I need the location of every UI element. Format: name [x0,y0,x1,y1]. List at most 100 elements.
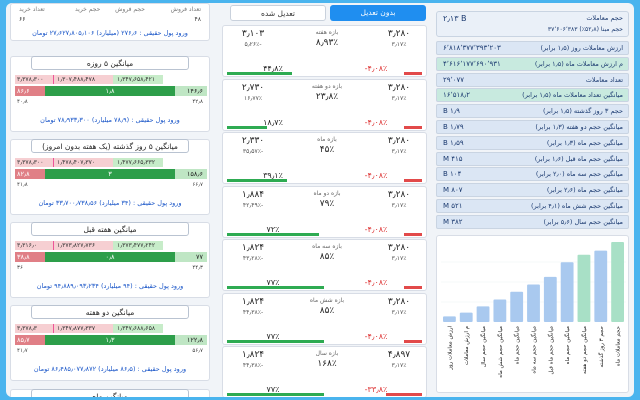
loss-bar [386,393,422,396]
average-card: میانگین ۵ روز گذشته (یک هفته بدون امروز)… [10,139,210,215]
stat-value: ۳۸۲ M [443,217,463,226]
chart-bar [611,242,624,322]
period-low: ۳٫۱۰۳ [241,29,265,39]
chart-bar [560,262,574,322]
period-label: بازه شش ماه [309,296,345,304]
average-card: میانگین ۵ روزه ۳٫۳۷۸٫۳۰۰ ۱٫۳۰۷٫۴۸۸٫۴۷۸ ۱… [10,56,210,132]
sell-volume: ۱٫۳۰۷٫۴۸۸٫۴۷۸ [57,76,96,83]
gain-bar [227,179,287,182]
card-title: میانگین دو هفته [31,305,189,319]
average-card: میانگین هفته قبل ۳٫۳۱۶٫۰ ۱٫۳۷۳٫۸۲۷٫۷۳۶ ۱… [10,222,210,298]
stat-row: م ارزش معاملات ماه (۱٫۵ برابر) ۴٬۶۱۶٬۱۷۷٬… [436,56,629,71]
period-card: ۱٫۸۸۴ -۴۲٫۴۹٪ بازه دو ماه ۷۹٪ ۳٫۲۸۰ ۳٫۱۷٪ ۷… [222,185,427,238]
sell-count: ۳٫۳۱۶٫۰ [17,242,38,249]
period-high-pct: ۳٫۱۷٪ [391,362,407,369]
tab-unadjusted[interactable]: بدون تعدیل [330,5,426,21]
period-high-pct: ۳٫۱۷٪ [391,308,407,316]
period-range-pct: ۸٫۹۳٪ [315,38,339,48]
stat-value: ۱٫۵۹ B [443,138,464,147]
period-high: ۴٫۸۹۷ [387,350,411,360]
money-inflow: ورود پول حقیقی : (۳۴ میلیارد) ۳۳٫۷۰۰٫۷۳۸… [38,199,182,207]
header-row: تعداد فروش حجم فروش حجم خرید تعداد خرید [19,6,201,13]
per-capita-buy: ۷۷ [196,253,203,261]
period-bar-right: -۴٫۰۸٪ [364,224,388,234]
stat-value: ۲۹٬۰۷۷ [443,75,465,84]
period-high: ۳٫۲۸۰ [387,189,411,200]
period-bar-right: -۴٫۰۸٪ [364,171,388,180]
stat-label: میانگین حجم سال (۵٫۶ برابر) [543,217,623,226]
stat-value: ۴۱۵ M [443,154,463,163]
stat-row: میانگین تعداد معاملات ماه (۱٫۵ برابر) ۱۶٬… [436,88,629,103]
loss-bar [404,232,422,236]
today-card: تعداد فروش حجم فروش حجم خرید تعداد خرید … [10,3,210,41]
gain-bar [227,286,324,289]
period-high: ۳٫۲۸۰ [387,29,411,39]
period-high-pct: ۳٫۱۷٪ [391,94,407,102]
stat-value: ۱۰۴ B [443,170,462,179]
period-high: ۳٫۲۸۰ [387,296,411,307]
count-row: ۴۱٫۷ ۵۶٫۷ [17,348,203,354]
header-values: ۴۸ ۶۶ [19,16,201,23]
tab-adjusted[interactable]: تعدیل شده [230,5,326,21]
card-title: میانگین ماه [31,389,189,397]
period-card: ۲٫۳۳۰ -۳۵٫۵۷٪ بازه ماه ۴۵٪ ۳٫۲۸۰ ۳٫۱۷٪ ۳۹٫۱… [222,132,427,184]
chart-category-label: حجم ۳ روز گذشته [598,326,605,368]
stat-value: ۱٫۷۹ B [443,123,464,131]
period-low-pct: -۵٫۲۶٪ [244,41,262,48]
stat-label: میانگین حجم ماه (۱٫۳ برابر) [546,138,623,147]
stat-value: ۵۲۱ M [443,202,463,210]
loss-bar [404,339,422,343]
buy-volume: ۱٫۳۷۳٫۴۷۷٫۲۴۲ [117,242,156,249]
period-low-pct: ۱۶٫۷۷٪ [243,94,263,102]
sell-volume: ۱٫۳۴۷٫۸۷۷٫۳۳۷ [57,325,96,332]
period-label: بازه ماه [317,136,337,143]
period-low-pct: -۴۲٫۴۹٪ [242,201,264,209]
volume-label: حجم معاملات [586,14,623,22]
period-high: ۳٫۲۸۰ [387,82,411,93]
stat-value: ۱٫۹ B [443,107,460,116]
chart-bar [443,316,456,322]
period-bar-left: ۱۸٫۷٪ [263,117,283,127]
stat-row: میانگین حجم ماه (۱٫۳ برابر) ۱٫۵۹ B [436,135,629,150]
period-label: بازه سه ماه [312,243,342,250]
money-inflow: ورود پول حقیقی : (۹۴ میلیارد) ۹۴٫۸۸۹٫۰۹۳… [36,282,184,290]
period-range-pct: ۲۳٫۸٪ [315,91,339,102]
chart-category-label: میانگین حجم ماه [514,326,521,364]
period-low-pct: -۳۵٫۵۷٪ [242,148,264,155]
period-label: بازه سال [315,350,339,357]
period-bar-left: ۷۷٪ [266,385,280,394]
power-ratio: ۳ [108,170,112,178]
period-label: بازه دو هفته [311,82,343,90]
chart-category-label: میانگین حجم سال [480,326,487,367]
period-card: ۱٫۸۲۴ -۴۴٫۳۸٪ بازه سال ۱۶۸٪ ۴٫۸۹۷ ۳٫۱۷٪ ۷۷٪… [222,346,427,397]
period-range-pct: ۸۵٪ [319,305,335,316]
period-high: ۳٫۲۸۰ [387,243,411,253]
sell-count: ۳٫۳۷۸٫۳۰۰ [17,76,44,83]
month-average-card: میانگین ماه [10,389,210,397]
right-column: ۲٫۱۳ B حجم معاملات حجم مبنا (۵۲٫۸٪) ۳۷٬۶… [434,3,631,397]
period-card: ۲٫۷۳۰ ۱۶٫۷۷٪ بازه دو هفته ۲۳٫۸٪ ۳٫۲۸۰ ۳٫۱۷٪… [222,78,427,131]
period-card: ۱٫۸۲۴ -۴۳٫۲۸٪ بازه سه ماه ۸۵٪ ۳٫۲۸۰ ۳٫۱۷٪ ۷… [222,239,427,291]
loss-bar [404,125,422,129]
stat-value: ۱۶٬۵۱۸٫۲ [443,91,471,100]
stat-row: میانگین حجم ماه قبل (۱٫۶ برابر) ۴۱۵ M [436,151,629,166]
per-capita-row: ۸۵٫۷ ۱٫۳ ۱۲۲٫۸ [15,335,207,345]
gain-bar [227,125,267,129]
per-capita-row: ۸۲٫۸ ۳ ۱۵۸٫۶ [15,169,207,179]
stat-row: میانگین حجم سه ماه (۲٫۰ برابر) ۱۰۴ B [436,167,629,182]
period-label: بازه دو ماه [313,189,341,197]
period-bar-right: -۴٫۰۸٪ [364,64,388,73]
chart-category-label: میانگین حجم دو هفته [581,326,588,374]
stat-value: ۶٬۸۱۸٬۳۷۷٬۳۹۳٬۲۰۳ [443,44,501,52]
period-low-pct: -۴۴٫۳۸٪ [242,308,264,316]
stat-label: میانگین حجم سه ماه (۲٫۰ برابر) [535,170,623,179]
stat-row: ارزش معاملات روز (۱٫۵ برابر) ۶٬۸۱۸٬۳۷۷٬۳۹… [436,41,629,55]
chart-bar [476,306,490,322]
volume-row: ۳٫۳۷۸٫۳۰۰ ۱٫۳۰۷٫۴۸۸٫۴۷۸ ۱٫۳۴۷٫۶۵۸٫۴۲۱ [15,75,207,84]
period-low-pct: -۴۴٫۳۸٪ [242,362,264,369]
period-low: ۱٫۸۸۴ [241,189,265,200]
period-bar: ۳۹٫۱٪ -۴٫۰۸٪ [223,171,426,183]
power-ratio: ۱٫۳ [105,336,115,344]
period-bar-left: ۴۴٫۸٪ [263,64,283,73]
chart-bar [459,312,473,322]
